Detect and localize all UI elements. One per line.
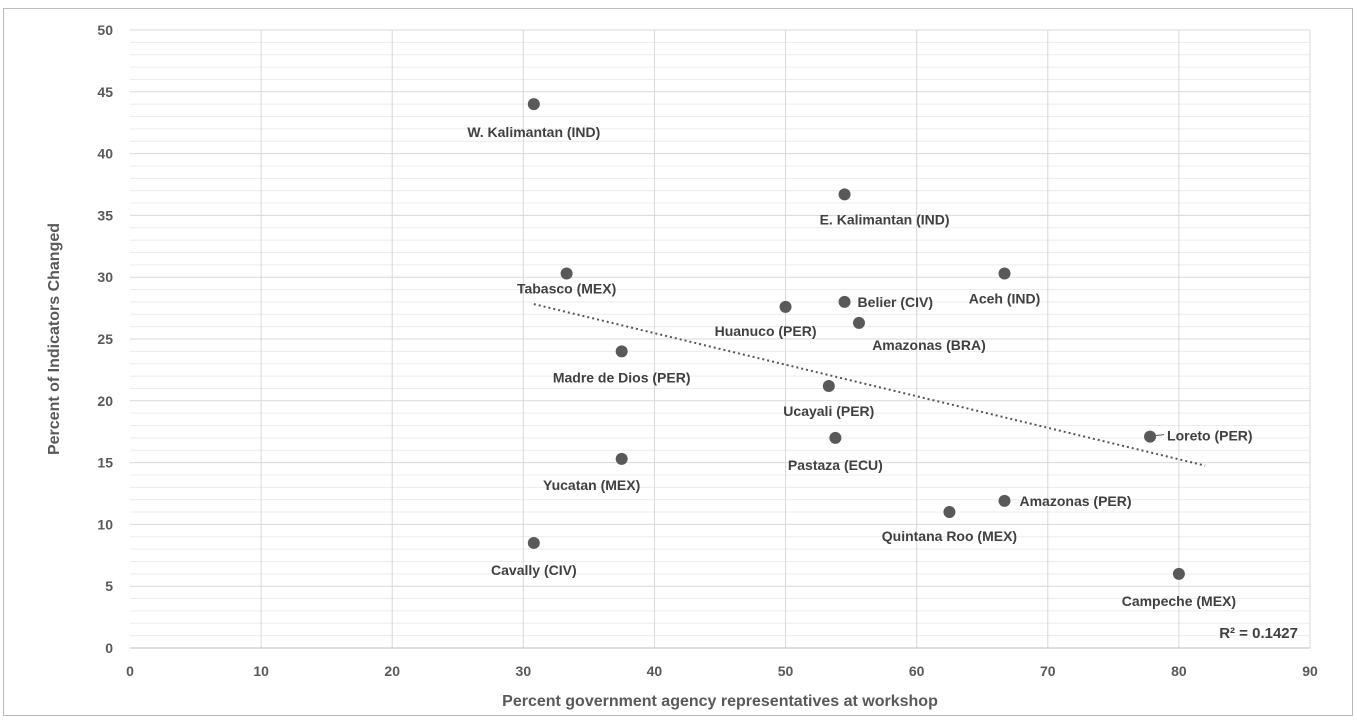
data-point	[615, 452, 628, 465]
data-point	[852, 316, 865, 329]
data-label: Campeche (MEX)	[1122, 593, 1236, 609]
data-point	[779, 300, 792, 313]
y-tick-label: 25	[97, 331, 113, 347]
data-label: Belier (CIV)	[858, 294, 933, 310]
x-tick-label: 30	[516, 663, 532, 679]
data-point	[527, 98, 540, 111]
data-label: Tabasco (MEX)	[517, 280, 616, 296]
x-tick-label: 90	[1302, 663, 1318, 679]
data-label: Ucayali (PER)	[783, 403, 874, 419]
data-label: Yucatan (MEX)	[543, 477, 640, 493]
chart-frame	[3, 8, 1353, 716]
y-axis-ticks: 0 5 10 15 20 25 30 35 40 45 50	[97, 22, 113, 656]
data-label: Amazonas (BRA)	[872, 337, 986, 353]
data-label: Pastaza (ECU)	[788, 457, 883, 473]
trendline	[533, 303, 1206, 467]
x-tick-label: 10	[253, 663, 269, 679]
minor-gridlines	[130, 41, 1310, 637]
data-point	[998, 494, 1011, 507]
x-axis-title: Percent government agency representative…	[502, 693, 938, 710]
data-label: Cavally (CIV)	[491, 562, 577, 578]
y-tick-label: 15	[97, 455, 113, 471]
data-label: Aceh (IND)	[969, 290, 1041, 306]
y-tick-label: 45	[97, 84, 113, 100]
x-tick-label: 40	[647, 663, 663, 679]
y-tick-label: 40	[97, 146, 113, 162]
data-label-leader	[1154, 434, 1165, 437]
data-label: Quintana Roo (MEX)	[882, 528, 1017, 544]
x-tick-label: 50	[778, 663, 794, 679]
x-tick-label: 80	[1171, 663, 1187, 679]
y-tick-label: 10	[97, 516, 113, 532]
x-axis-ticks: 0 10 20 30 40 50 60 70 80 90	[126, 663, 1318, 679]
y-axis-title: Percent of Indicators Changed	[46, 223, 63, 455]
y-tick-label: 30	[97, 269, 113, 285]
data-point	[560, 267, 573, 280]
x-tick-label: 20	[384, 663, 400, 679]
data-point	[829, 431, 842, 444]
data-point	[615, 345, 628, 358]
data-label: Amazonas (PER)	[1020, 493, 1132, 509]
y-tick-label: 5	[105, 578, 113, 594]
r-squared-label: R² = 0.1427	[1219, 625, 1298, 642]
data-point	[822, 379, 835, 392]
data-point	[998, 267, 1011, 280]
y-tick-label: 20	[97, 393, 113, 409]
data-point	[527, 536, 540, 549]
x-tick-label: 60	[909, 663, 925, 679]
data-point	[1144, 430, 1157, 443]
data-points	[527, 98, 1185, 580]
data-label: W. Kalimantan (IND)	[467, 124, 600, 140]
data-labels: W. Kalimantan (IND) E. Kalimantan (IND) Ta…	[467, 124, 1252, 609]
major-gridlines	[130, 29, 1311, 648]
data-point	[943, 506, 956, 519]
data-label: Huanuco (PER)	[715, 323, 817, 339]
data-label: Loreto (PER)	[1167, 428, 1253, 444]
data-point	[838, 295, 851, 308]
data-point	[1172, 567, 1185, 580]
y-tick-label: 0	[105, 640, 113, 656]
x-tick-label: 0	[126, 663, 134, 679]
data-point	[838, 188, 851, 201]
data-label: E. Kalimantan (IND)	[820, 211, 950, 227]
y-tick-label: 50	[97, 22, 113, 38]
x-tick-label: 70	[1040, 663, 1056, 679]
y-tick-label: 35	[97, 207, 113, 223]
data-label: Madre de Dios (PER)	[553, 369, 691, 385]
